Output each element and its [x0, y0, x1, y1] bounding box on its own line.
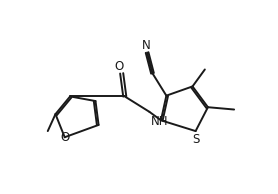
Text: O: O: [61, 131, 70, 144]
Text: N: N: [142, 39, 151, 52]
Text: S: S: [192, 133, 199, 146]
Text: O: O: [115, 60, 124, 73]
Text: NH: NH: [151, 115, 168, 128]
